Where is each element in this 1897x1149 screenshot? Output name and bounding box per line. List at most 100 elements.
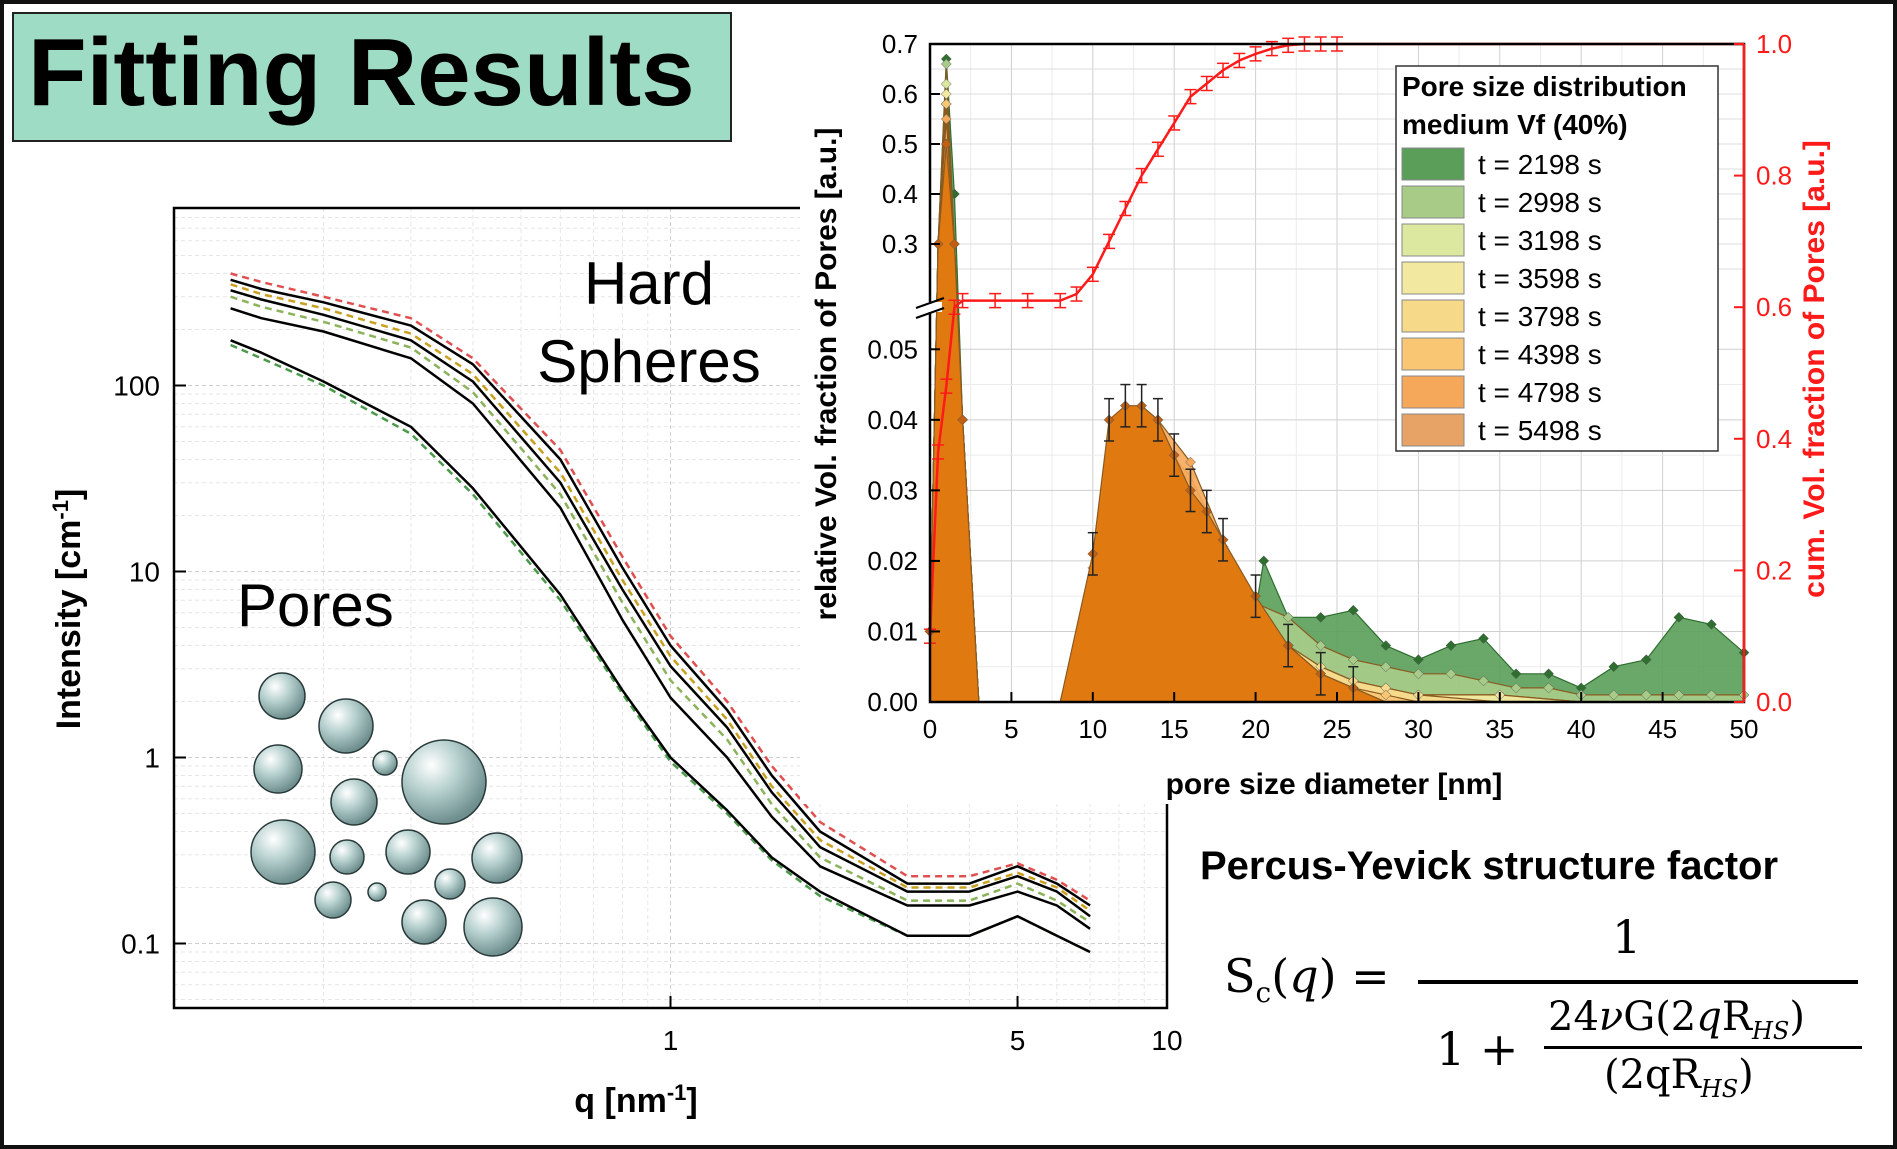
pore-sphere bbox=[314, 881, 352, 919]
psd-marker bbox=[1445, 640, 1457, 651]
pores-spheres-illustration bbox=[250, 672, 523, 957]
psd-marker bbox=[940, 58, 952, 70]
saxs-x-tick-label: 5 bbox=[1010, 1025, 1026, 1056]
saxs-x-axis-label: q [nm-1] bbox=[574, 1080, 697, 1121]
saxs-x-tick-label: 10 bbox=[1151, 1025, 1182, 1056]
saxs-series-line bbox=[230, 283, 1091, 912]
psd-y-tick-label-upper: 0.6 bbox=[882, 79, 918, 109]
saxs-x-tick-label: 1 bbox=[663, 1025, 679, 1056]
hard-spheres-label-line1: Hard bbox=[584, 250, 714, 317]
equation-inner-fraction-bar bbox=[1544, 1046, 1862, 1049]
saxs-y-tick-label: 100 bbox=[113, 370, 160, 401]
pore-sphere bbox=[434, 868, 466, 900]
legend-title-line2: medium Vf (40%) bbox=[1402, 109, 1628, 140]
hard-spheres-label-line2: Spheres bbox=[537, 328, 760, 395]
psd-y-axis-label: relative Vol. fraction of Pores [a.u.] bbox=[810, 128, 843, 621]
psd-marker bbox=[1380, 640, 1392, 651]
pore-sphere bbox=[318, 698, 374, 754]
psd-x-tick-label: 30 bbox=[1404, 714, 1433, 744]
psd-marker bbox=[940, 113, 952, 125]
psd-break-mark bbox=[915, 307, 945, 319]
pore-sphere bbox=[258, 672, 306, 720]
psd-marker bbox=[1282, 611, 1294, 623]
psd-y2-tick-label: 0.0 bbox=[1756, 687, 1792, 717]
saxs-series-line bbox=[230, 278, 1091, 907]
psd-axis-break bbox=[915, 297, 945, 319]
psd-marker bbox=[1608, 689, 1620, 701]
equation-fraction-bar bbox=[1418, 980, 1858, 984]
pore-sphere bbox=[367, 882, 387, 902]
pore-sphere bbox=[330, 778, 378, 826]
pore-sphere bbox=[250, 819, 316, 885]
legend-entry-label: t = 4798 s bbox=[1478, 377, 1602, 408]
psd-marker bbox=[1347, 654, 1359, 666]
psd-marker bbox=[1478, 675, 1489, 687]
equation-inner-numerator: 24νG(2qRHS) bbox=[1548, 994, 1805, 1045]
equation-inner-denominator: (2qRHS) bbox=[1604, 1052, 1754, 1103]
legend-swatch bbox=[1401, 299, 1465, 333]
psd-break-mark bbox=[915, 297, 945, 309]
legend-swatch bbox=[1401, 413, 1465, 447]
psd-marker bbox=[1315, 611, 1327, 623]
saxs-y-tick-label: 10 bbox=[129, 556, 160, 587]
pore-sphere bbox=[372, 750, 398, 776]
saxs-y-axis-label: Intensity [cm-1] bbox=[48, 489, 89, 730]
psd-marker bbox=[1380, 689, 1392, 701]
psd-marker bbox=[1185, 456, 1196, 468]
psd-y-tick-label-upper: 0.7 bbox=[882, 29, 918, 59]
legend-entry-label: t = 3198 s bbox=[1478, 225, 1602, 256]
saxs-series-line bbox=[230, 339, 1091, 954]
legend-entry-label: t = 4398 s bbox=[1478, 339, 1602, 370]
saxs-y-tick-label: 1 bbox=[144, 742, 160, 773]
saxs-series-line bbox=[230, 307, 1091, 930]
pore-sphere bbox=[385, 829, 431, 875]
psd-y-tick-label-upper: 0.3 bbox=[882, 229, 918, 259]
pore-sphere bbox=[401, 739, 487, 825]
psd-marker bbox=[1640, 689, 1652, 701]
psd-legend: Pore size distribution medium Vf (40%) t =… bbox=[1395, 65, 1719, 452]
pore-sphere bbox=[253, 744, 303, 794]
legend-swatch bbox=[1401, 337, 1465, 371]
legend-entry-label: t = 2198 s bbox=[1478, 149, 1602, 180]
psd-marker bbox=[1315, 640, 1327, 651]
psd-y-tick-label-upper: 0.4 bbox=[882, 179, 918, 209]
saxs-series-group bbox=[230, 272, 1091, 954]
psd-break-mask bbox=[918, 302, 942, 312]
legend-swatch bbox=[1401, 375, 1465, 409]
psd-marker bbox=[1673, 689, 1685, 701]
psd-marker bbox=[1543, 668, 1554, 680]
psd-y-tick-label: 0.01 bbox=[867, 616, 918, 646]
equation-numerator: 1 bbox=[1612, 910, 1642, 964]
psd-x-tick-label: 0 bbox=[923, 714, 937, 744]
psd-x-tick-label: 50 bbox=[1730, 714, 1759, 744]
psd-x-tick-label: 5 bbox=[1004, 714, 1018, 744]
psd-ticks: 0 5 10 15 20 25 30 35 40 45 50 0.00 0.01 0.02 0.03 0.04… bbox=[867, 29, 1792, 744]
psd-marker bbox=[1258, 555, 1270, 567]
legend-entry-label: t = 3598 s bbox=[1478, 263, 1602, 294]
psd-y2-tick-label: 0.6 bbox=[1756, 292, 1792, 322]
psd-y-tick-label: 0.03 bbox=[867, 475, 918, 505]
psd-marker bbox=[949, 238, 960, 250]
pore-sphere bbox=[463, 897, 523, 957]
psd-x-tick-label: 10 bbox=[1078, 714, 1107, 744]
psd-x-tick-label: 45 bbox=[1648, 714, 1677, 744]
psd-x-tick-label: 35 bbox=[1485, 714, 1514, 744]
psd-y-tick-label-upper: 0.5 bbox=[882, 129, 918, 159]
equation-denominator-one: 1 + bbox=[1436, 1022, 1519, 1076]
pore-sphere bbox=[329, 839, 365, 875]
psd-y2-tick-label: 0.8 bbox=[1756, 161, 1792, 191]
legend-swatch bbox=[1401, 185, 1465, 219]
psd-marker bbox=[1706, 619, 1717, 630]
psd-x-tick-label: 20 bbox=[1241, 714, 1270, 744]
psd-marker bbox=[1413, 668, 1424, 680]
psd-marker bbox=[1706, 689, 1717, 701]
psd-x-axis-label: pore size diameter [nm] bbox=[1166, 768, 1503, 801]
equation-lhs: Sc(q) = bbox=[1224, 949, 1390, 1010]
psd-marker bbox=[1510, 682, 1522, 694]
legend-swatch bbox=[1401, 261, 1465, 295]
psd-y-tick-label: 0.02 bbox=[867, 546, 918, 576]
legend-entry-label: t = 2998 s bbox=[1478, 187, 1602, 218]
